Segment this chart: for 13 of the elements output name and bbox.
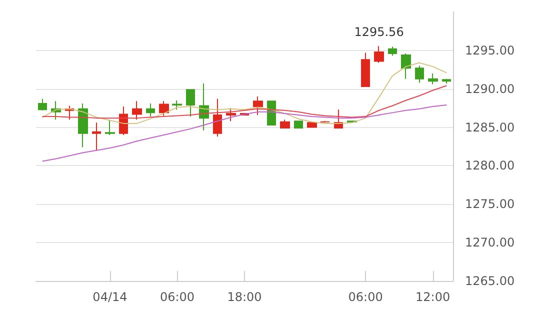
x-tick-label: 18:00	[227, 290, 262, 304]
y-tick-label: 1285.00	[465, 120, 515, 134]
y-tick-label: 1270.00	[465, 236, 515, 250]
y-tick-label: 1280.00	[465, 158, 515, 173]
y-tick-label: 1265.00	[465, 274, 515, 288]
x-tick-label: 06:00	[348, 290, 383, 304]
x-tick-label: 12:00	[416, 290, 450, 304]
y-tick-label: 1295.00	[465, 43, 515, 58]
y-tick-label: 1290.00	[465, 82, 515, 96]
x-tick-label: 06:00	[160, 290, 195, 304]
annotation: 1295.56	[354, 25, 404, 40]
y-tick-label: 1275.00	[465, 197, 515, 212]
x-tick-label: 04/14	[92, 290, 128, 304]
